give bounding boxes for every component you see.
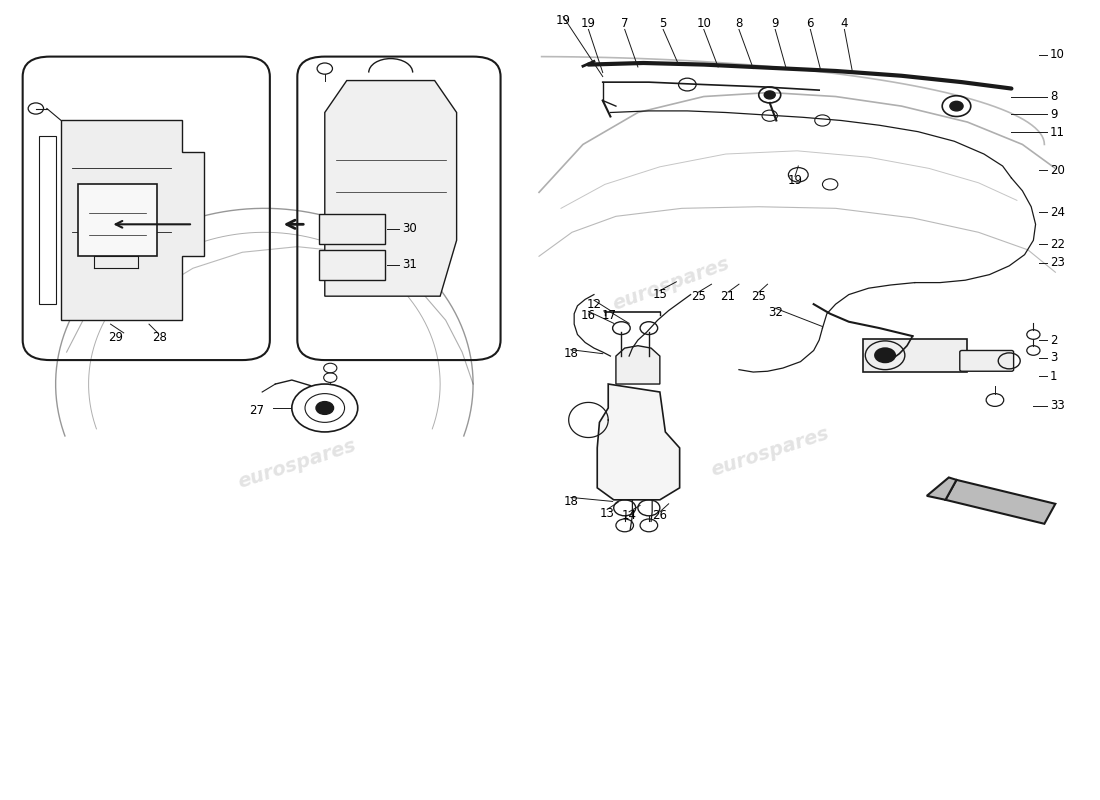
Text: eurospares: eurospares xyxy=(708,424,832,480)
Text: 13: 13 xyxy=(600,507,615,520)
Text: 25: 25 xyxy=(751,290,767,302)
Text: 14: 14 xyxy=(621,510,637,522)
Polygon shape xyxy=(946,480,1055,524)
Text: 17: 17 xyxy=(602,309,617,322)
Text: eurospares: eurospares xyxy=(609,254,733,314)
Text: 21: 21 xyxy=(720,290,736,302)
Text: eurospares: eurospares xyxy=(110,278,232,338)
Text: 18: 18 xyxy=(563,495,579,508)
Circle shape xyxy=(764,91,776,99)
Text: 9: 9 xyxy=(1049,107,1057,121)
Text: 4: 4 xyxy=(840,17,848,30)
Text: 1: 1 xyxy=(1049,370,1057,382)
Polygon shape xyxy=(597,384,680,500)
Circle shape xyxy=(316,402,333,414)
FancyBboxPatch shape xyxy=(319,214,385,244)
FancyBboxPatch shape xyxy=(319,250,385,280)
FancyBboxPatch shape xyxy=(78,184,156,256)
Text: 22: 22 xyxy=(1049,238,1065,250)
Text: 23: 23 xyxy=(1049,256,1065,269)
Polygon shape xyxy=(927,478,957,500)
Text: 27: 27 xyxy=(250,404,264,417)
Polygon shape xyxy=(616,346,660,384)
Text: 5: 5 xyxy=(660,17,667,30)
Text: 32: 32 xyxy=(768,306,783,318)
Text: 8: 8 xyxy=(1049,90,1057,103)
Text: 10: 10 xyxy=(1049,49,1065,62)
Text: 19: 19 xyxy=(556,14,571,27)
Text: 9: 9 xyxy=(771,17,779,30)
Text: 15: 15 xyxy=(652,288,668,301)
Circle shape xyxy=(874,347,896,363)
Text: 3: 3 xyxy=(1049,351,1057,364)
Text: 31: 31 xyxy=(402,258,417,270)
Text: 18: 18 xyxy=(563,347,579,360)
FancyBboxPatch shape xyxy=(960,350,1013,371)
Polygon shape xyxy=(62,121,204,320)
Text: 6: 6 xyxy=(806,17,814,30)
Text: 25: 25 xyxy=(691,290,706,302)
Text: 28: 28 xyxy=(153,331,167,344)
Text: eurospares: eurospares xyxy=(235,436,359,492)
Text: 16: 16 xyxy=(581,309,596,322)
Circle shape xyxy=(950,102,964,111)
Text: 8: 8 xyxy=(735,17,743,30)
Text: 29: 29 xyxy=(109,331,123,344)
Text: 19: 19 xyxy=(581,17,596,30)
Text: 2: 2 xyxy=(1049,334,1057,346)
Text: 12: 12 xyxy=(586,298,602,310)
Text: 10: 10 xyxy=(696,17,712,30)
Polygon shape xyxy=(324,81,456,296)
Text: 26: 26 xyxy=(652,510,668,522)
Text: 30: 30 xyxy=(402,222,417,234)
Text: 24: 24 xyxy=(1049,206,1065,219)
FancyBboxPatch shape xyxy=(297,57,500,360)
FancyBboxPatch shape xyxy=(23,57,270,360)
FancyBboxPatch shape xyxy=(864,338,968,372)
Text: 7: 7 xyxy=(621,17,628,30)
Text: 33: 33 xyxy=(1049,399,1065,412)
Text: 20: 20 xyxy=(1049,163,1065,177)
Text: 11: 11 xyxy=(1049,126,1065,139)
Text: 19: 19 xyxy=(788,174,803,187)
